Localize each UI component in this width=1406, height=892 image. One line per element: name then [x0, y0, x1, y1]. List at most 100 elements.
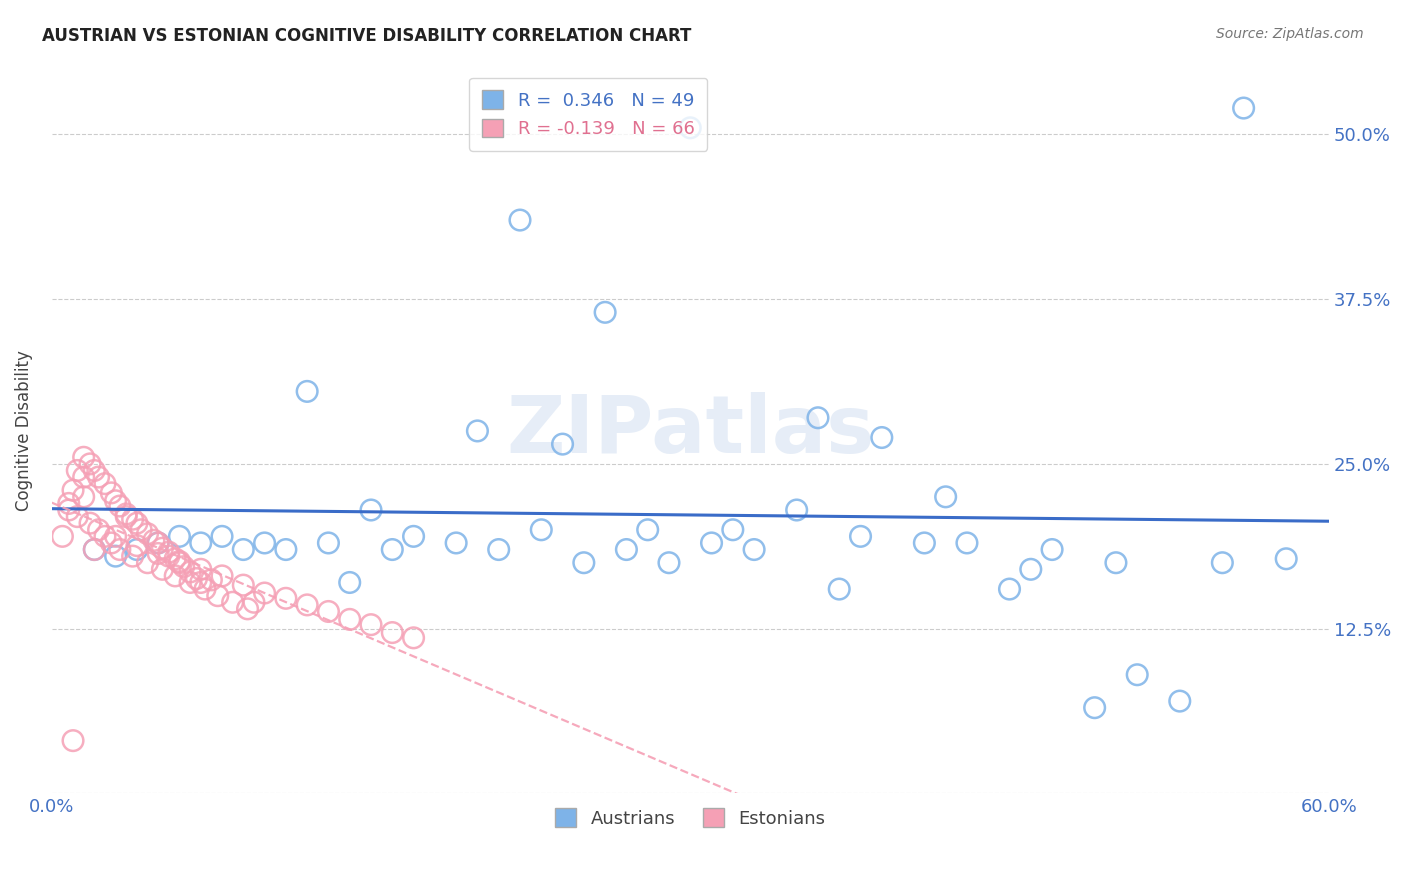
Point	[190, 536, 212, 550]
Point	[1211, 556, 1233, 570]
Point	[108, 542, 131, 557]
Point	[658, 556, 681, 570]
Point	[169, 529, 191, 543]
Point	[83, 463, 105, 477]
Point	[94, 476, 117, 491]
Point	[152, 562, 174, 576]
Point	[108, 499, 131, 513]
Point	[295, 598, 318, 612]
Point	[207, 589, 229, 603]
Point	[1275, 551, 1298, 566]
Point	[51, 529, 73, 543]
Point	[157, 549, 180, 563]
Point	[593, 305, 616, 319]
Text: AUSTRIAN VS ESTONIAN COGNITIVE DISABILITY CORRELATION CHART: AUSTRIAN VS ESTONIAN COGNITIVE DISABILIT…	[42, 27, 692, 45]
Point	[104, 529, 127, 543]
Point	[253, 536, 276, 550]
Point	[146, 536, 169, 550]
Point	[157, 545, 180, 559]
Point	[73, 490, 96, 504]
Point	[1168, 694, 1191, 708]
Point	[1040, 542, 1063, 557]
Legend: Austrians, Estonians: Austrians, Estonians	[547, 801, 832, 835]
Point	[87, 470, 110, 484]
Point	[221, 595, 243, 609]
Point	[179, 575, 201, 590]
Point	[125, 516, 148, 531]
Point	[66, 463, 89, 477]
Point	[912, 536, 935, 550]
Point	[381, 625, 404, 640]
Point	[274, 542, 297, 557]
Point	[253, 586, 276, 600]
Point	[295, 384, 318, 399]
Point	[58, 503, 80, 517]
Point	[100, 486, 122, 500]
Point	[1084, 700, 1107, 714]
Point	[146, 547, 169, 561]
Point	[274, 591, 297, 606]
Point	[194, 582, 217, 596]
Point	[165, 569, 187, 583]
Point	[488, 542, 510, 557]
Point	[1105, 556, 1128, 570]
Point	[998, 582, 1021, 596]
Y-axis label: Cognitive Disability: Cognitive Disability	[15, 351, 32, 511]
Point	[179, 565, 201, 579]
Point	[807, 410, 830, 425]
Point	[121, 549, 143, 563]
Point	[58, 496, 80, 510]
Point	[360, 617, 382, 632]
Point	[173, 559, 195, 574]
Point	[125, 542, 148, 557]
Point	[679, 120, 702, 135]
Point	[616, 542, 638, 557]
Point	[211, 569, 233, 583]
Text: Source: ZipAtlas.com: Source: ZipAtlas.com	[1216, 27, 1364, 41]
Point	[190, 575, 212, 590]
Point	[104, 493, 127, 508]
Point	[94, 529, 117, 543]
Point	[444, 536, 467, 550]
Point	[572, 556, 595, 570]
Point	[637, 523, 659, 537]
Point	[402, 631, 425, 645]
Point	[142, 533, 165, 548]
Point	[1019, 562, 1042, 576]
Point	[243, 595, 266, 609]
Point	[66, 509, 89, 524]
Point	[190, 562, 212, 576]
Point	[83, 542, 105, 557]
Point	[828, 582, 851, 596]
Point	[956, 536, 979, 550]
Point	[1233, 101, 1256, 115]
Point	[402, 529, 425, 543]
Point	[62, 483, 84, 498]
Point	[186, 572, 208, 586]
Point	[721, 523, 744, 537]
Point	[339, 612, 361, 626]
Point	[700, 536, 723, 550]
Point	[83, 542, 105, 557]
Point	[318, 605, 340, 619]
Point	[129, 523, 152, 537]
Point	[200, 573, 222, 587]
Point	[360, 503, 382, 517]
Point	[136, 526, 159, 541]
Point	[169, 554, 191, 568]
Point	[100, 536, 122, 550]
Point	[115, 509, 138, 524]
Point	[849, 529, 872, 543]
Point	[339, 575, 361, 590]
Point	[236, 602, 259, 616]
Point	[79, 457, 101, 471]
Point	[742, 542, 765, 557]
Point	[62, 733, 84, 747]
Point	[786, 503, 808, 517]
Point	[169, 556, 191, 570]
Point	[232, 578, 254, 592]
Point	[870, 430, 893, 444]
Point	[467, 424, 489, 438]
Point	[125, 539, 148, 553]
Point	[115, 507, 138, 521]
